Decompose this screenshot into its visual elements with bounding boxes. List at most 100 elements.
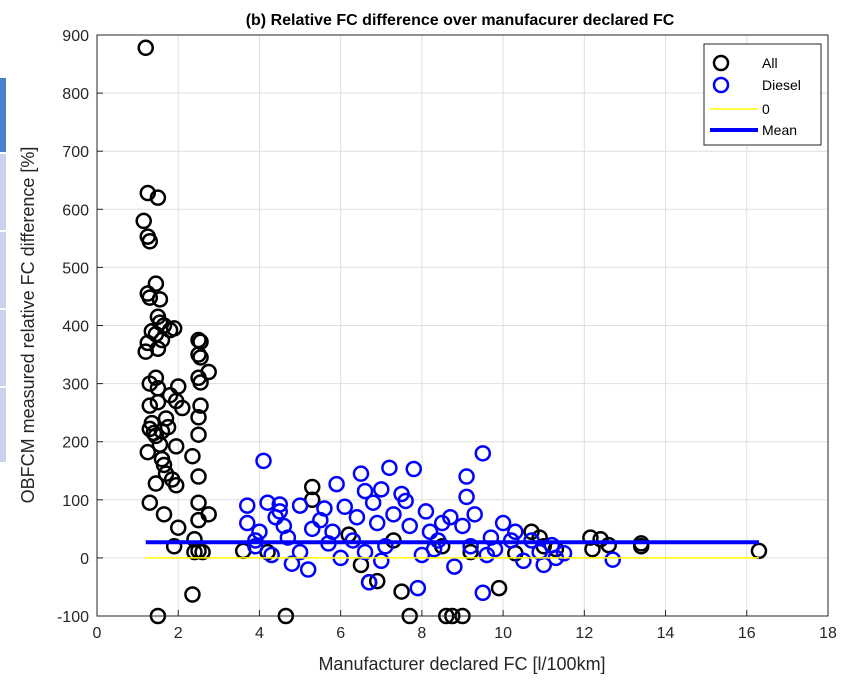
y-tick-label: 600: [62, 202, 89, 219]
legend-label-all: All: [762, 55, 778, 71]
data-point-all: [192, 349, 209, 366]
data-point-all: [161, 321, 179, 339]
data-point-diesel: [303, 520, 321, 538]
data-point-diesel: [251, 523, 268, 541]
data-series: [135, 39, 768, 625]
legend-label-zero: 0: [762, 101, 770, 117]
legend-marker-all: [712, 54, 730, 72]
data-point-all: [167, 438, 185, 455]
data-point-diesel: [356, 543, 374, 561]
data-point-diesel: [373, 481, 390, 498]
window-edge-strip: [0, 0, 6, 685]
data-point-all: [147, 427, 165, 445]
data-point-diesel: [364, 494, 382, 511]
data-point-all: [141, 375, 159, 392]
data-point-all: [184, 447, 201, 465]
x-tick-label: 6: [336, 625, 345, 642]
legend-label-mean: Mean: [762, 122, 797, 138]
data-point-diesel: [299, 561, 317, 578]
x-axis-label: Manufacturer declared FC [l/100km]: [318, 654, 605, 674]
data-point-all: [149, 393, 167, 411]
data-point-diesel: [482, 529, 500, 546]
data-point-diesel: [462, 538, 479, 555]
data-point-diesel: [604, 551, 622, 568]
data-point-diesel: [421, 523, 439, 541]
data-point-all: [368, 572, 386, 590]
data-point-diesel: [466, 506, 483, 523]
y-tick-label: 100: [62, 493, 89, 510]
y-tick-label: 900: [62, 28, 89, 45]
data-point-diesel: [283, 555, 301, 572]
data-point-diesel: [417, 503, 435, 520]
axis-ticks: 0 2 4 6 8 10 12 14 16 18-100010020030040050060070…: [57, 28, 837, 642]
y-axis-label: OBFCM measured relative FC difference [%…: [18, 147, 38, 504]
strip-segment: [0, 388, 6, 462]
data-point-all: [155, 456, 173, 474]
data-point-diesel: [259, 494, 276, 511]
data-point-all: [147, 475, 165, 492]
data-point-diesel: [385, 506, 402, 523]
legend-marker-diesel: [712, 76, 730, 94]
y-tick-label: 0: [80, 551, 89, 568]
data-point-all: [141, 397, 159, 414]
data-point-diesel: [474, 445, 492, 462]
x-tick-label: 4: [255, 625, 264, 642]
data-point-diesel: [279, 529, 297, 546]
data-point-all: [393, 583, 410, 600]
data-point-diesel: [507, 523, 524, 541]
data-point-diesel: [397, 492, 414, 510]
chart-title: (b) Relative FC difference over manufacu…: [246, 12, 675, 29]
data-point-all: [192, 374, 209, 391]
data-point-diesel: [454, 517, 471, 535]
data-point-diesel: [401, 517, 418, 535]
data-point-diesel: [255, 452, 272, 470]
data-point-diesel: [555, 545, 573, 562]
data-point-all: [135, 212, 152, 230]
data-point-all: [149, 340, 167, 357]
legend: All Diesel 0 Mean: [703, 43, 822, 146]
x-tick-label: 10: [494, 625, 512, 642]
data-point-diesel: [515, 552, 532, 570]
data-point-diesel: [348, 508, 366, 526]
data-point-diesel: [247, 538, 264, 555]
data-point-all: [190, 494, 207, 511]
data-point-all: [190, 346, 207, 363]
data-point-diesel: [377, 538, 394, 555]
data-point-diesel: [263, 546, 280, 564]
data-point-all: [139, 184, 157, 202]
data-point-diesel: [478, 546, 496, 564]
data-point-all: [462, 543, 479, 561]
x-tick-label: 16: [738, 625, 756, 642]
y-tick-label: 800: [62, 86, 89, 103]
x-tick-label: 12: [575, 625, 593, 642]
data-point-all: [190, 468, 207, 485]
data-point-diesel: [368, 514, 386, 532]
y-tick-label: 200: [62, 435, 89, 452]
data-point-all: [139, 443, 157, 461]
data-point-all: [137, 39, 154, 57]
data-point-all: [151, 291, 169, 308]
data-point-all: [190, 511, 207, 529]
data-point-diesel: [458, 468, 475, 485]
series-all: [135, 39, 768, 625]
y-tick-label: 300: [62, 377, 89, 394]
data-point-diesel: [360, 574, 378, 591]
data-point-diesel: [474, 584, 492, 602]
data-point-all: [167, 477, 185, 494]
data-point-all: [174, 399, 191, 417]
data-point-all: [184, 586, 201, 603]
data-point-diesel: [336, 498, 353, 516]
data-point-diesel: [239, 497, 256, 514]
x-tick-label: 14: [657, 625, 675, 642]
data-point-diesel: [291, 497, 309, 514]
legend-label-diesel: Diesel: [762, 77, 801, 93]
data-point-diesel: [271, 503, 288, 520]
data-point-all: [194, 543, 211, 561]
data-point-all: [600, 536, 617, 554]
data-point-all: [155, 506, 173, 523]
data-point-diesel: [239, 514, 256, 532]
data-point-all: [165, 538, 183, 555]
data-point-all: [582, 529, 599, 546]
strip-segment: [0, 310, 6, 386]
